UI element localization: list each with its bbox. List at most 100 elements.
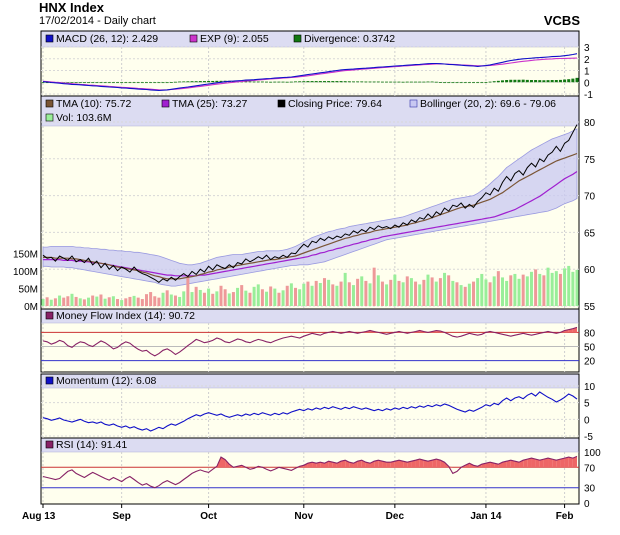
volume-bar <box>372 267 376 306</box>
rsi-overbought-fill <box>568 457 573 468</box>
mfi-swatch <box>45 311 54 320</box>
volume-bar <box>157 297 161 306</box>
divergence-bar <box>215 80 219 83</box>
volume-bar <box>509 275 513 306</box>
volume-bar <box>455 282 459 306</box>
momentum-tick-label: 5 <box>584 399 590 410</box>
volume-tick-label: 150M <box>13 250 38 261</box>
volume-bar <box>488 282 492 306</box>
divergence-bar <box>74 82 78 84</box>
volume-bar <box>360 276 364 306</box>
volume-bar <box>41 299 45 306</box>
rsi-overbought-fill <box>510 460 515 468</box>
volume-bar <box>480 273 484 306</box>
volume-bar <box>194 286 198 306</box>
divergence-bar <box>169 82 173 83</box>
divergence-bar <box>178 81 182 83</box>
volume-bar <box>227 293 231 306</box>
volume-bar <box>343 272 347 306</box>
divergence-bar <box>281 81 285 83</box>
divergence-bar <box>202 81 206 83</box>
rsi-swatch <box>45 440 54 449</box>
volume-bar <box>252 286 256 306</box>
volume-bar <box>575 269 579 306</box>
divergence-bar <box>509 79 513 83</box>
rsi-overbought-fill <box>531 458 536 468</box>
divergence-bar <box>351 81 355 83</box>
mfi-line <box>42 326 578 357</box>
divergence-bar <box>538 80 542 83</box>
rsi-overbought-fill <box>328 461 333 468</box>
momentum-swatch <box>45 376 54 385</box>
volume-bar <box>550 272 554 306</box>
divergence-bar <box>356 81 360 83</box>
divergence-bar <box>182 81 186 83</box>
divergence-bar <box>505 80 509 83</box>
volume-bar <box>66 296 70 306</box>
rsi-overbought-fill <box>523 459 528 468</box>
panel-mfi-legend-bg <box>41 309 579 323</box>
bollinger-swatch <box>409 99 418 108</box>
divergence-bar <box>91 82 95 84</box>
divergence-bar <box>285 81 289 83</box>
divergence-bar <box>534 80 538 83</box>
divergence-bar <box>132 82 136 84</box>
rsi-overbought-fill <box>527 458 532 468</box>
volume-bar <box>496 271 500 306</box>
divergence-bar <box>111 82 115 84</box>
divergence-bar <box>426 81 430 83</box>
macd-line <box>42 53 578 92</box>
divergence-bar <box>310 81 314 83</box>
divergence-bar <box>128 82 132 84</box>
x-tick-label: Aug 13 <box>22 511 56 522</box>
volume-bar <box>240 285 244 306</box>
rsi-overbought-fill <box>502 461 507 468</box>
divergence-bar <box>563 79 567 83</box>
macd-tick-label: -1 <box>584 90 593 101</box>
divergence-bar <box>322 81 326 83</box>
x-tick-label: Jan 14 <box>470 511 502 522</box>
exp-swatch <box>189 34 198 43</box>
price-tick-label: 60 <box>584 265 596 276</box>
divergence-bar <box>496 80 500 83</box>
volume-bar <box>87 297 91 306</box>
x-tick-label: Sep <box>112 511 130 522</box>
volume-bar <box>418 284 422 306</box>
volume-bar <box>401 282 405 306</box>
volume-bar <box>302 283 306 306</box>
volume-bar <box>95 296 99 306</box>
volume-bar <box>128 296 132 306</box>
divergence-bar <box>401 81 405 83</box>
divergence-bar <box>542 80 546 83</box>
divergence-bar <box>190 81 194 83</box>
x-tick-label: Nov <box>294 511 313 522</box>
divergence-bar <box>153 82 157 84</box>
panel-rsi-legend-bg <box>41 438 579 452</box>
divergence-bar <box>484 82 488 83</box>
volume-bar <box>484 279 488 306</box>
divergence-bar <box>273 81 277 83</box>
price-tick-label: 80 <box>584 118 596 129</box>
macd-tick-label: 0 <box>584 78 590 89</box>
volume-bar <box>219 285 223 306</box>
volume-bar <box>327 279 331 306</box>
divergence-bar <box>302 81 306 83</box>
volume-bar <box>339 281 343 306</box>
volume-bar <box>521 274 525 306</box>
rsi-overbought-fill <box>415 459 420 468</box>
legend-macd: MACD (26, 12): 2.429 <box>56 33 158 45</box>
volume-bar <box>173 295 177 306</box>
divergence-bar <box>459 82 463 84</box>
volume-bar <box>463 286 467 306</box>
divergence-bar <box>372 81 376 83</box>
divergence-bar <box>70 82 74 84</box>
divergence-bar <box>368 81 372 83</box>
rsi-overbought-fill <box>436 459 441 468</box>
volume-bar <box>111 296 115 306</box>
rsi-overbought-fill <box>382 461 387 468</box>
volume-bar <box>426 274 430 306</box>
legend-rsi: RSI (14): 91.41 <box>56 439 127 451</box>
volume-bar <box>389 279 393 306</box>
divergence-bar <box>318 81 322 83</box>
divergence-bar <box>488 81 492 83</box>
